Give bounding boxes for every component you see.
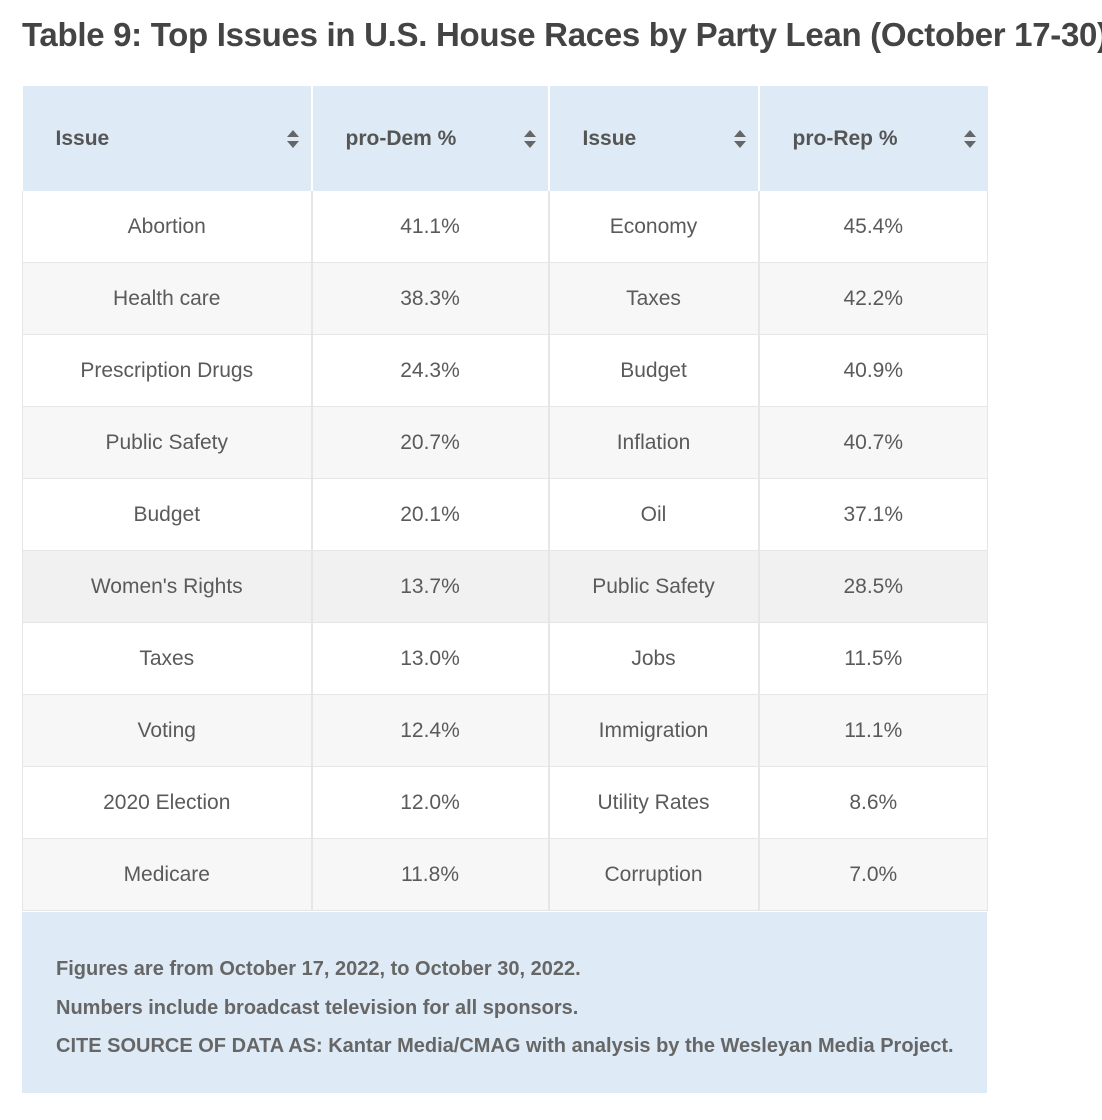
pro-dem-percent-cell: 20.1% — [311, 478, 550, 551]
dem-issue-cell: Voting — [22, 694, 313, 767]
pro-rep-percent-cell: 42.2% — [758, 262, 988, 335]
table-row: Taxes 13.0% Jobs 11.5% — [22, 622, 988, 695]
column-header-label: pro-Rep % — [792, 126, 898, 150]
dem-issue-cell: Prescription Drugs — [22, 334, 313, 407]
header-row: Issue pro-Dem % Issue — [22, 86, 988, 191]
table-row: Health care 38.3% Taxes 42.2% — [22, 262, 988, 335]
dem-issue-cell: Public Safety — [22, 406, 313, 479]
rep-issue-cell: Taxes — [548, 262, 760, 335]
rep-issue-cell: Oil — [548, 478, 760, 551]
pro-rep-percent-cell: 28.5% — [758, 550, 988, 623]
pro-rep-percent-cell: 11.5% — [758, 622, 988, 695]
rep-issue-cell: Corruption — [548, 838, 760, 911]
pro-dem-percent-cell: 11.8% — [311, 838, 550, 911]
column-header-rep-issue[interactable]: Issue — [548, 86, 760, 191]
table-footnotes: Figures are from October 17, 2022, to Oc… — [22, 912, 987, 1093]
dem-issue-cell: Budget — [22, 478, 313, 551]
footnote-date-range: Figures are from October 17, 2022, to Oc… — [56, 958, 581, 980]
dem-issue-cell: Medicare — [22, 838, 313, 911]
table-title: Table 9: Top Issues in U.S. House Races … — [22, 16, 1102, 53]
sort-icon[interactable] — [962, 128, 978, 150]
pro-dem-percent-cell: 13.0% — [311, 622, 550, 695]
pro-dem-percent-cell: 24.3% — [311, 334, 550, 407]
issues-table-container: Issue pro-Dem % Issue — [22, 86, 988, 1093]
table-row: Abortion 41.1% Economy 45.4% — [22, 191, 988, 263]
sort-icon[interactable] — [732, 128, 748, 150]
rep-issue-cell: Economy — [548, 191, 760, 263]
rep-issue-cell: Jobs — [548, 622, 760, 695]
pro-dem-percent-cell: 12.4% — [311, 694, 550, 767]
dem-issue-cell: Abortion — [22, 191, 313, 263]
pro-dem-percent-cell: 20.7% — [311, 406, 550, 479]
dem-issue-cell: Women's Rights — [22, 550, 313, 623]
column-header-dem-issue[interactable]: Issue — [22, 86, 313, 191]
column-header-label: Issue — [582, 126, 637, 150]
pro-dem-percent-cell: 13.7% — [311, 550, 550, 623]
footnote-broadcast: Numbers include broadcast television for… — [56, 996, 579, 1019]
column-header-label: pro-Dem % — [345, 126, 457, 150]
dem-issue-cell: 2020 Election — [22, 766, 313, 839]
rep-issue-cell: Immigration — [548, 694, 760, 767]
pro-rep-percent-cell: 11.1% — [758, 694, 988, 767]
table-header: Issue pro-Dem % Issue — [22, 86, 988, 191]
pro-dem-percent-cell: 38.3% — [311, 262, 550, 335]
column-header-pro-rep[interactable]: pro-Rep % — [758, 86, 988, 191]
rep-issue-cell: Budget — [548, 334, 760, 407]
rep-issue-cell: Utility Rates — [548, 766, 760, 839]
pro-rep-percent-cell: 40.9% — [758, 334, 988, 407]
table-row: Voting 12.4% Immigration 11.1% — [22, 694, 988, 767]
dem-issue-cell: Health care — [22, 262, 313, 335]
dem-issue-cell: Taxes — [22, 622, 313, 695]
pro-rep-percent-cell: 8.6% — [758, 766, 988, 839]
pro-rep-percent-cell: 40.7% — [758, 406, 988, 479]
pro-rep-percent-cell: 37.1% — [758, 478, 988, 551]
pro-dem-percent-cell: 12.0% — [311, 766, 550, 839]
sort-icon[interactable] — [285, 128, 301, 150]
rep-issue-cell: Inflation — [548, 406, 760, 479]
pro-dem-percent-cell: 41.1% — [311, 191, 550, 263]
table-body: Abortion 41.1% Economy 45.4% Health care… — [22, 191, 988, 911]
pro-rep-percent-cell: 7.0% — [758, 838, 988, 911]
sort-icon[interactable] — [522, 128, 538, 150]
pro-rep-percent-cell: 45.4% — [758, 191, 988, 263]
table-row: 2020 Election 12.0% Utility Rates 8.6% — [22, 766, 988, 839]
table-row: Public Safety 20.7% Inflation 40.7% — [22, 406, 988, 479]
footnote-citation: CITE SOURCE OF DATA AS: Kantar Media/CMA… — [56, 1035, 954, 1057]
table-row: Women's Rights 13.7% Public Safety 28.5% — [22, 550, 988, 623]
table-row: Medicare 11.8% Corruption 7.0% — [22, 838, 988, 911]
table-row: Budget 20.1% Oil 37.1% — [22, 478, 988, 551]
column-header-label: Issue — [55, 126, 110, 150]
issues-table: Issue pro-Dem % Issue — [22, 86, 988, 911]
table-row: Prescription Drugs 24.3% Budget 40.9% — [22, 334, 988, 407]
column-header-pro-dem[interactable]: pro-Dem % — [311, 86, 550, 191]
rep-issue-cell: Public Safety — [548, 550, 760, 623]
